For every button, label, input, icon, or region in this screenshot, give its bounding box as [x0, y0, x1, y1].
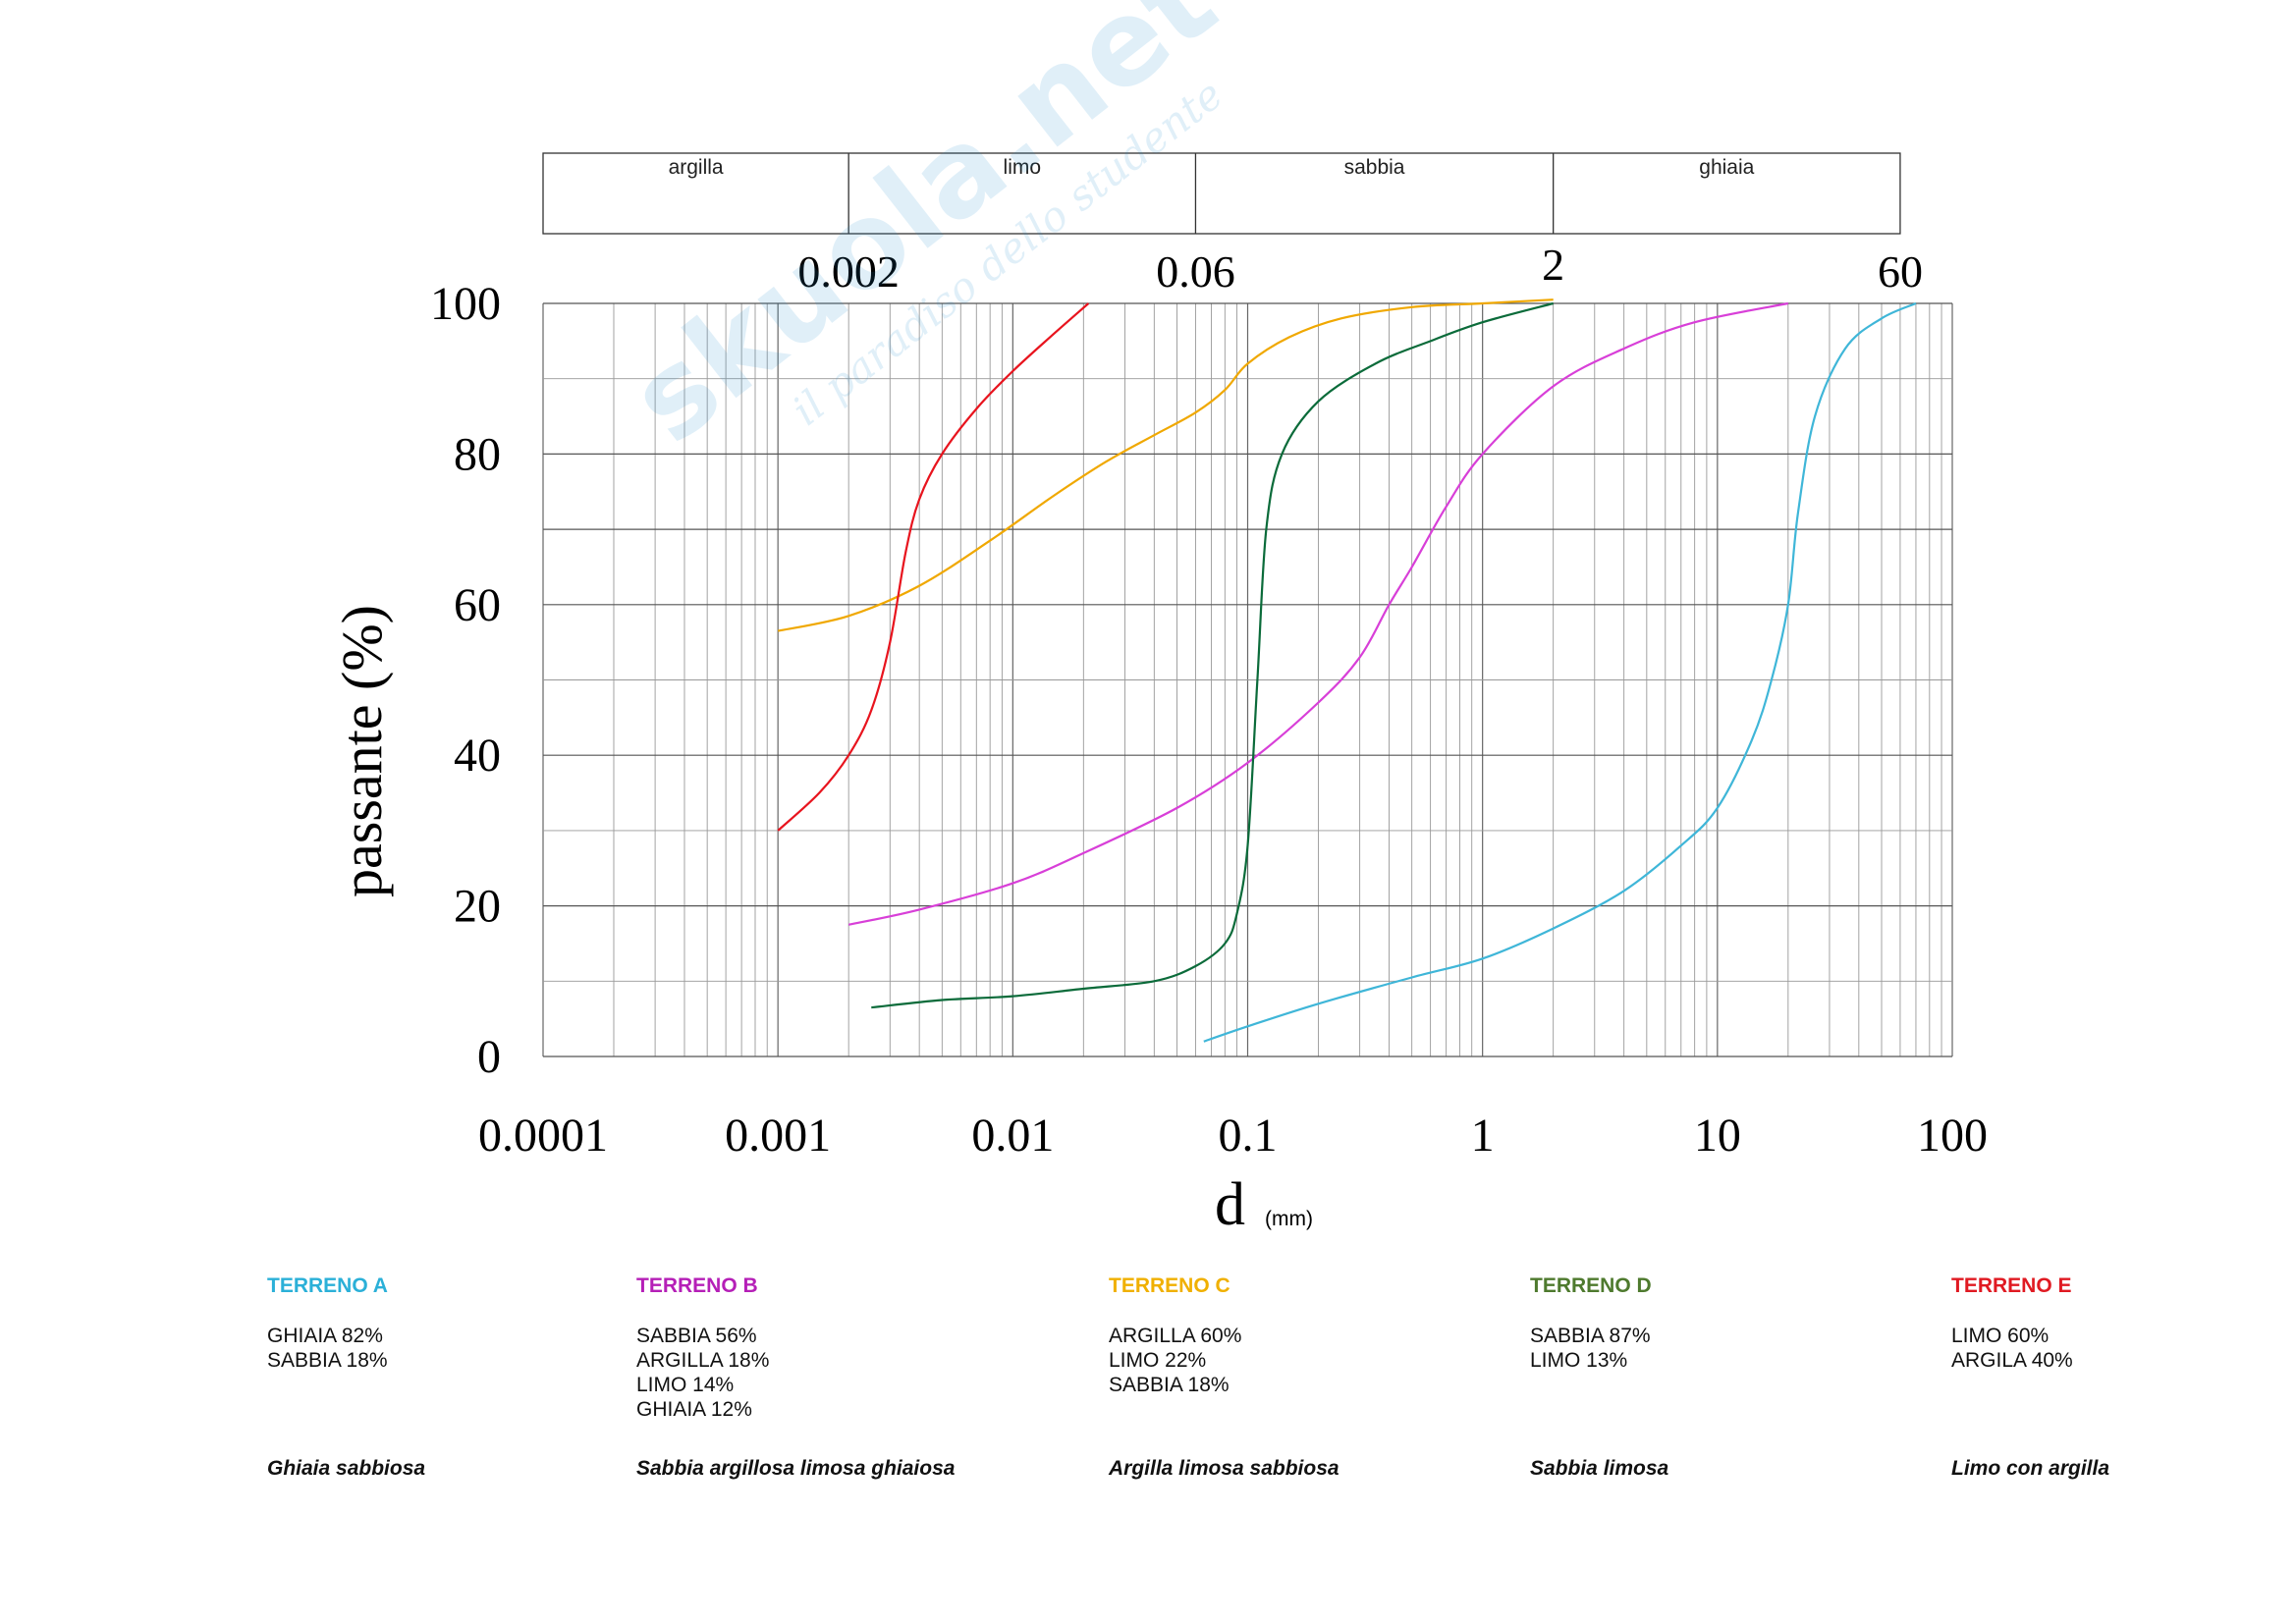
legend-title: TERRENO A — [267, 1274, 388, 1297]
x-axis-ticks: 0.0001 0.001 0.01 0.1 1 10 100 — [478, 1110, 1988, 1162]
band-label-limo: limo — [1004, 156, 1042, 179]
x-tick-label: 0.0001 — [478, 1110, 608, 1162]
legend-title: TERRENO E — [1951, 1274, 2072, 1297]
series-line-terreno-d — [871, 301, 1554, 1009]
y-tick-label: 60 — [454, 579, 501, 631]
composition-line: SABBIA 56% — [636, 1325, 757, 1347]
x-axis-unit: (mm) — [1265, 1208, 1313, 1230]
composition-line: LIMO 60% — [1951, 1325, 2050, 1347]
legend-column: TERRENO C ARGILLA 60% LIMO 22% SABBIA 18% Ar… — [1109, 1274, 1339, 1480]
legend-description: Ghiaia sabbiosa — [267, 1457, 426, 1480]
legend-composition: LIMO 60% ARGILA 40% — [1951, 1324, 2073, 1373]
legend-composition: GHIAIA 82% SABBIA 18% — [267, 1324, 388, 1373]
composition-line: GHIAIA 12% — [636, 1398, 752, 1421]
legend-column: TERRENO D SABBIA 87% LIMO 13% Sabbia limosa — [1530, 1274, 1668, 1480]
composition-line: SABBIA 87% — [1530, 1325, 1651, 1347]
y-axis-ticks: 0 20 40 60 80 100 — [430, 278, 501, 1083]
series-line-terreno-a — [1203, 301, 1917, 1043]
legend-column: TERRENO E LIMO 60% ARGILA 40% Limo con argi… — [1951, 1274, 2109, 1480]
legend-composition: SABBIA 87% LIMO 13% — [1530, 1324, 1652, 1373]
x-tick-label: 100 — [1917, 1110, 1988, 1162]
series-lines — [777, 298, 1917, 1043]
legend-description: Limo con argilla — [1951, 1457, 2110, 1480]
x-tick-label: 0.001 — [725, 1110, 831, 1162]
y-tick-label: 100 — [430, 278, 501, 330]
composition-line: ARGILLA 60% — [1109, 1325, 1242, 1347]
band-label-argilla: argilla — [669, 156, 724, 179]
classification-band: argilla limo sabbia ghiaia — [542, 152, 1901, 235]
composition-line: ARGILA 40% — [1951, 1349, 2073, 1372]
boundary-label: 0.06 — [1156, 246, 1235, 297]
boundary-labels: 0.002 0.06 2 60 — [797, 240, 1923, 297]
series-line-terreno-c — [777, 298, 1554, 632]
boundary-label: 2 — [1542, 240, 1564, 290]
legend-composition: ARGILLA 60% LIMO 22% SABBIA 18% — [1109, 1324, 1241, 1397]
legend-description: Argilla limosa sabbiosa — [1109, 1457, 1339, 1480]
composition-line: ARGILLA 18% — [636, 1349, 770, 1372]
legend-composition: SABBIA 56% ARGILLA 18% LIMO 14% GHIAIA 12% — [636, 1324, 769, 1422]
composition-line: LIMO 22% — [1109, 1349, 1207, 1372]
x-axis-label: d — [1215, 1171, 1245, 1238]
y-tick-label: 0 — [477, 1031, 501, 1083]
composition-line: GHIAIA 82% — [267, 1325, 383, 1347]
x-tick-label: 10 — [1694, 1110, 1741, 1162]
boundary-label: 0.002 — [797, 246, 900, 297]
legend-title: TERRENO C — [1109, 1274, 1230, 1297]
series-line-terreno-e — [777, 302, 1090, 832]
y-axis-label: passante (%) — [330, 605, 394, 897]
band-label-ghiaia: ghiaia — [1699, 156, 1754, 179]
legend-description: Sabbia argillosa limosa ghiaiosa — [636, 1457, 956, 1480]
y-tick-label: 20 — [454, 881, 501, 933]
series-line-terreno-b — [847, 301, 1789, 926]
legend-column: TERRENO B SABBIA 56% ARGILLA 18% LIMO 14% GH… — [636, 1274, 955, 1480]
composition-line: SABBIA 18% — [1109, 1374, 1230, 1396]
x-tick-label: 0.01 — [971, 1110, 1054, 1162]
composition-line: LIMO 14% — [636, 1374, 735, 1396]
band-label-sabbia: sabbia — [1344, 156, 1405, 179]
legend-title: TERRENO D — [1530, 1274, 1652, 1297]
y-tick-label: 40 — [454, 730, 501, 782]
boundary-label: 60 — [1878, 246, 1923, 297]
y-tick-label: 80 — [454, 428, 501, 480]
chart-grid — [542, 302, 1953, 1057]
x-tick-label: 1 — [1471, 1110, 1495, 1162]
legend-title: TERRENO B — [636, 1274, 758, 1297]
x-tick-label: 0.1 — [1219, 1110, 1278, 1162]
band-frame — [542, 152, 1901, 235]
legend-description: Sabbia limosa — [1530, 1457, 1669, 1480]
composition-line: SABBIA 18% — [267, 1349, 388, 1372]
composition-line: LIMO 13% — [1530, 1349, 1628, 1372]
legend-column: TERRENO A GHIAIA 82% SABBIA 18% Ghiaia sabb… — [267, 1274, 425, 1480]
